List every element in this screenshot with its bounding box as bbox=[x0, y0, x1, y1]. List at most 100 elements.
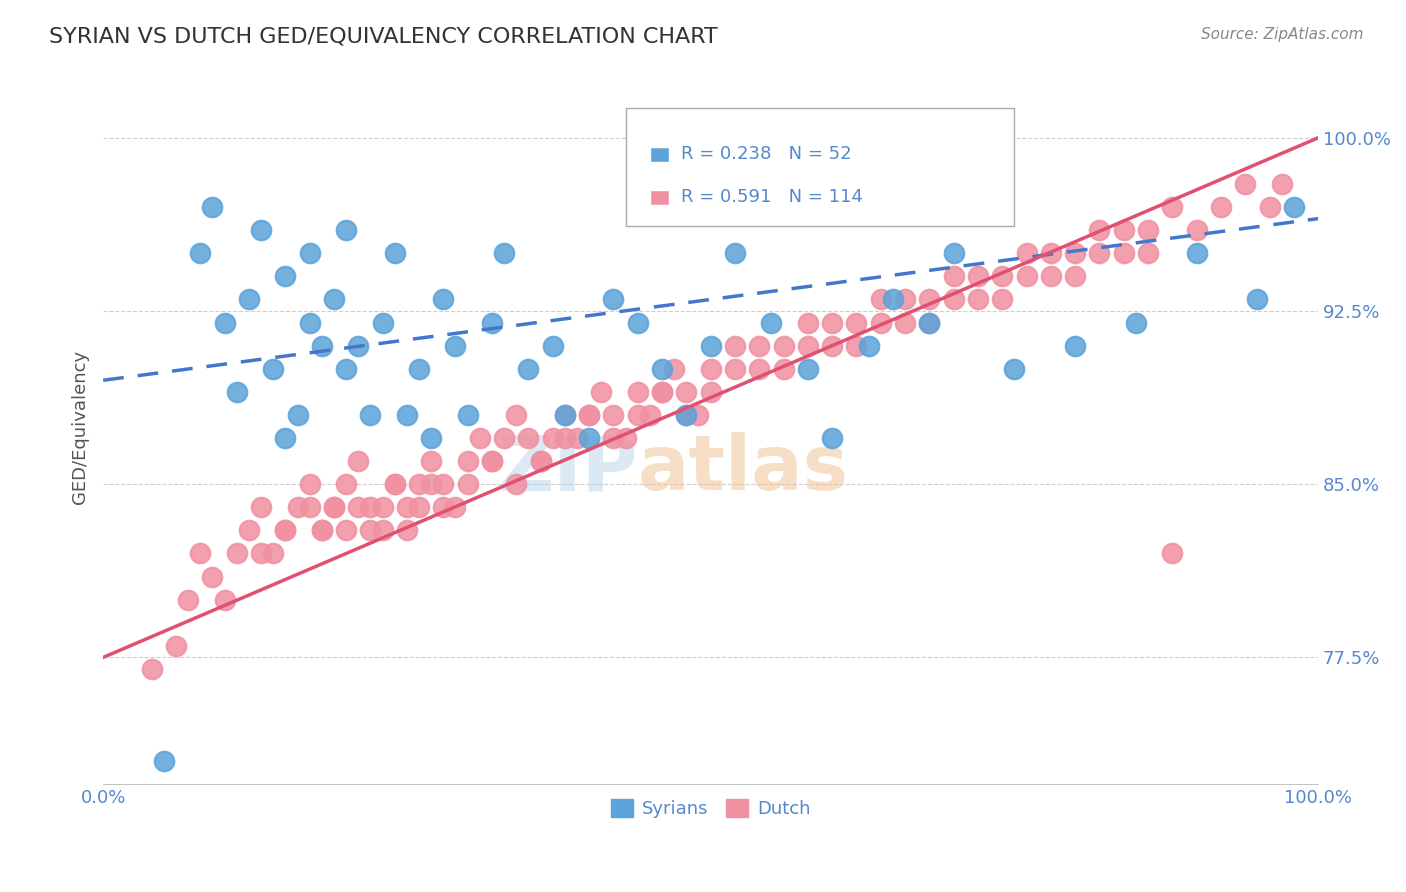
Point bbox=[250, 500, 273, 515]
Text: R = 0.238   N = 52: R = 0.238 N = 52 bbox=[681, 145, 852, 163]
Point bbox=[602, 431, 624, 445]
Point bbox=[432, 477, 454, 491]
Text: R = 0.591   N = 114: R = 0.591 N = 114 bbox=[681, 188, 863, 206]
Point bbox=[384, 477, 406, 491]
Point bbox=[748, 338, 770, 352]
Point bbox=[797, 338, 820, 352]
Point bbox=[298, 477, 321, 491]
Point bbox=[371, 316, 394, 330]
Point bbox=[359, 524, 381, 538]
Point bbox=[554, 408, 576, 422]
Point bbox=[1185, 223, 1208, 237]
Point bbox=[517, 361, 540, 376]
Point bbox=[967, 269, 990, 284]
Point bbox=[821, 431, 844, 445]
Point bbox=[882, 293, 904, 307]
Point bbox=[384, 477, 406, 491]
Point bbox=[494, 246, 516, 260]
Point bbox=[918, 316, 941, 330]
Point bbox=[1209, 200, 1232, 214]
Point bbox=[481, 454, 503, 468]
Point bbox=[845, 316, 868, 330]
Point bbox=[724, 246, 747, 260]
Point bbox=[627, 408, 650, 422]
Point bbox=[1015, 246, 1038, 260]
Point bbox=[468, 431, 491, 445]
Point bbox=[274, 431, 297, 445]
Text: ZIP: ZIP bbox=[498, 433, 638, 507]
Point bbox=[1064, 338, 1087, 352]
Point bbox=[602, 408, 624, 422]
Point bbox=[1234, 177, 1257, 191]
Point bbox=[262, 547, 284, 561]
Point bbox=[408, 500, 430, 515]
Point bbox=[432, 293, 454, 307]
Point bbox=[821, 338, 844, 352]
Point bbox=[991, 269, 1014, 284]
Point bbox=[323, 500, 346, 515]
FancyBboxPatch shape bbox=[650, 146, 669, 162]
Point bbox=[638, 408, 661, 422]
Point bbox=[565, 431, 588, 445]
Point bbox=[942, 246, 965, 260]
Point bbox=[420, 477, 443, 491]
Point bbox=[457, 477, 479, 491]
Point bbox=[991, 293, 1014, 307]
Point bbox=[748, 361, 770, 376]
Point bbox=[505, 477, 527, 491]
Point bbox=[699, 361, 721, 376]
Point bbox=[578, 408, 600, 422]
Point bbox=[541, 338, 564, 352]
Point bbox=[420, 454, 443, 468]
Point bbox=[1064, 246, 1087, 260]
Point bbox=[481, 316, 503, 330]
Point bbox=[651, 384, 673, 399]
Point bbox=[699, 384, 721, 399]
Point bbox=[894, 316, 917, 330]
Point bbox=[1039, 269, 1062, 284]
Point bbox=[627, 316, 650, 330]
Point bbox=[214, 316, 236, 330]
Point bbox=[188, 547, 211, 561]
Point bbox=[323, 293, 346, 307]
Point bbox=[1161, 200, 1184, 214]
Point bbox=[420, 431, 443, 445]
Point bbox=[578, 431, 600, 445]
Point bbox=[1064, 269, 1087, 284]
Point bbox=[797, 361, 820, 376]
Point bbox=[578, 408, 600, 422]
Point bbox=[554, 431, 576, 445]
FancyBboxPatch shape bbox=[650, 189, 669, 205]
Point bbox=[1282, 200, 1305, 214]
Point bbox=[724, 338, 747, 352]
Point bbox=[821, 316, 844, 330]
Point bbox=[384, 246, 406, 260]
Point bbox=[699, 338, 721, 352]
Point bbox=[311, 524, 333, 538]
Point bbox=[274, 524, 297, 538]
Point bbox=[494, 431, 516, 445]
Point bbox=[651, 384, 673, 399]
Point bbox=[165, 639, 187, 653]
Point bbox=[942, 269, 965, 284]
Point bbox=[1039, 246, 1062, 260]
Point bbox=[1161, 547, 1184, 561]
Point bbox=[554, 408, 576, 422]
Point bbox=[262, 361, 284, 376]
Text: SYRIAN VS DUTCH GED/EQUIVALENCY CORRELATION CHART: SYRIAN VS DUTCH GED/EQUIVALENCY CORRELAT… bbox=[49, 27, 718, 46]
Point bbox=[457, 454, 479, 468]
Point bbox=[359, 408, 381, 422]
Point bbox=[797, 316, 820, 330]
Point bbox=[541, 431, 564, 445]
Point bbox=[323, 500, 346, 515]
Point bbox=[395, 500, 418, 515]
Point bbox=[1015, 269, 1038, 284]
Point bbox=[335, 524, 357, 538]
Point bbox=[967, 293, 990, 307]
Point bbox=[214, 592, 236, 607]
Text: Source: ZipAtlas.com: Source: ZipAtlas.com bbox=[1201, 27, 1364, 42]
Point bbox=[517, 431, 540, 445]
Point bbox=[529, 454, 551, 468]
Point bbox=[457, 408, 479, 422]
Point bbox=[298, 246, 321, 260]
